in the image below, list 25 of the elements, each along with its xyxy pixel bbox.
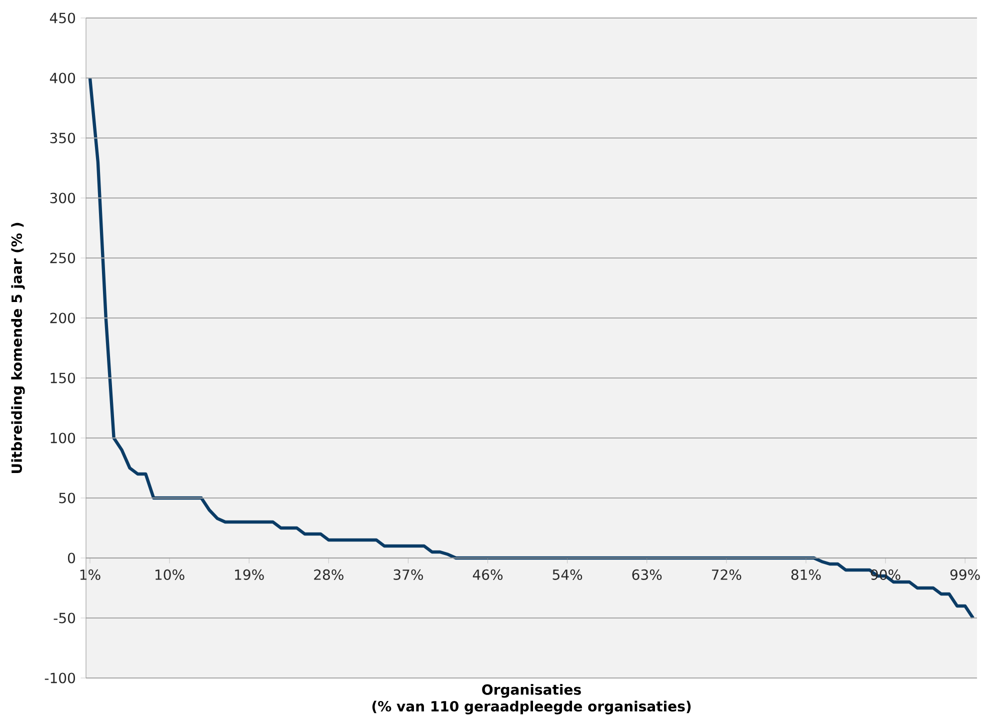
x-tick-label: 19% xyxy=(235,569,264,580)
y-tick-label: 450 xyxy=(50,12,76,24)
y-tick-label: 100 xyxy=(50,432,76,444)
x-tick-label: 28% xyxy=(314,569,344,580)
y-tick-label: 200 xyxy=(50,312,76,324)
y-tick-label: 150 xyxy=(50,372,76,384)
x-tick-label: 54% xyxy=(552,569,582,580)
x-tick-label: 10% xyxy=(156,569,184,580)
y-tick-label: 250 xyxy=(50,252,76,264)
y-tick-label: -50 xyxy=(54,612,76,624)
x-tick-label: 37% xyxy=(394,569,423,580)
x-tick-label: 63% xyxy=(632,569,662,580)
x-tick-label: 1% xyxy=(80,569,100,580)
y-tick-label: 0 xyxy=(68,552,76,564)
y-tick-label: -100 xyxy=(44,672,76,684)
y-tick-label: 50 xyxy=(59,492,76,504)
x-tick-label: 81% xyxy=(791,569,821,580)
x-axis-title: Organisaties (% van 110 geraadpleegde organisaties) xyxy=(372,684,691,714)
y-axis-title: Uitbreiding komende 5 jaar (% ) xyxy=(11,222,25,473)
y-tick-label: 300 xyxy=(50,192,76,204)
x-tick-label: 72% xyxy=(712,569,742,580)
x-tick-label: 99% xyxy=(950,569,980,580)
y-tick-label: 400 xyxy=(50,72,76,84)
y-tick-label: 350 xyxy=(50,132,76,144)
x-tick-label: 46% xyxy=(472,569,503,580)
